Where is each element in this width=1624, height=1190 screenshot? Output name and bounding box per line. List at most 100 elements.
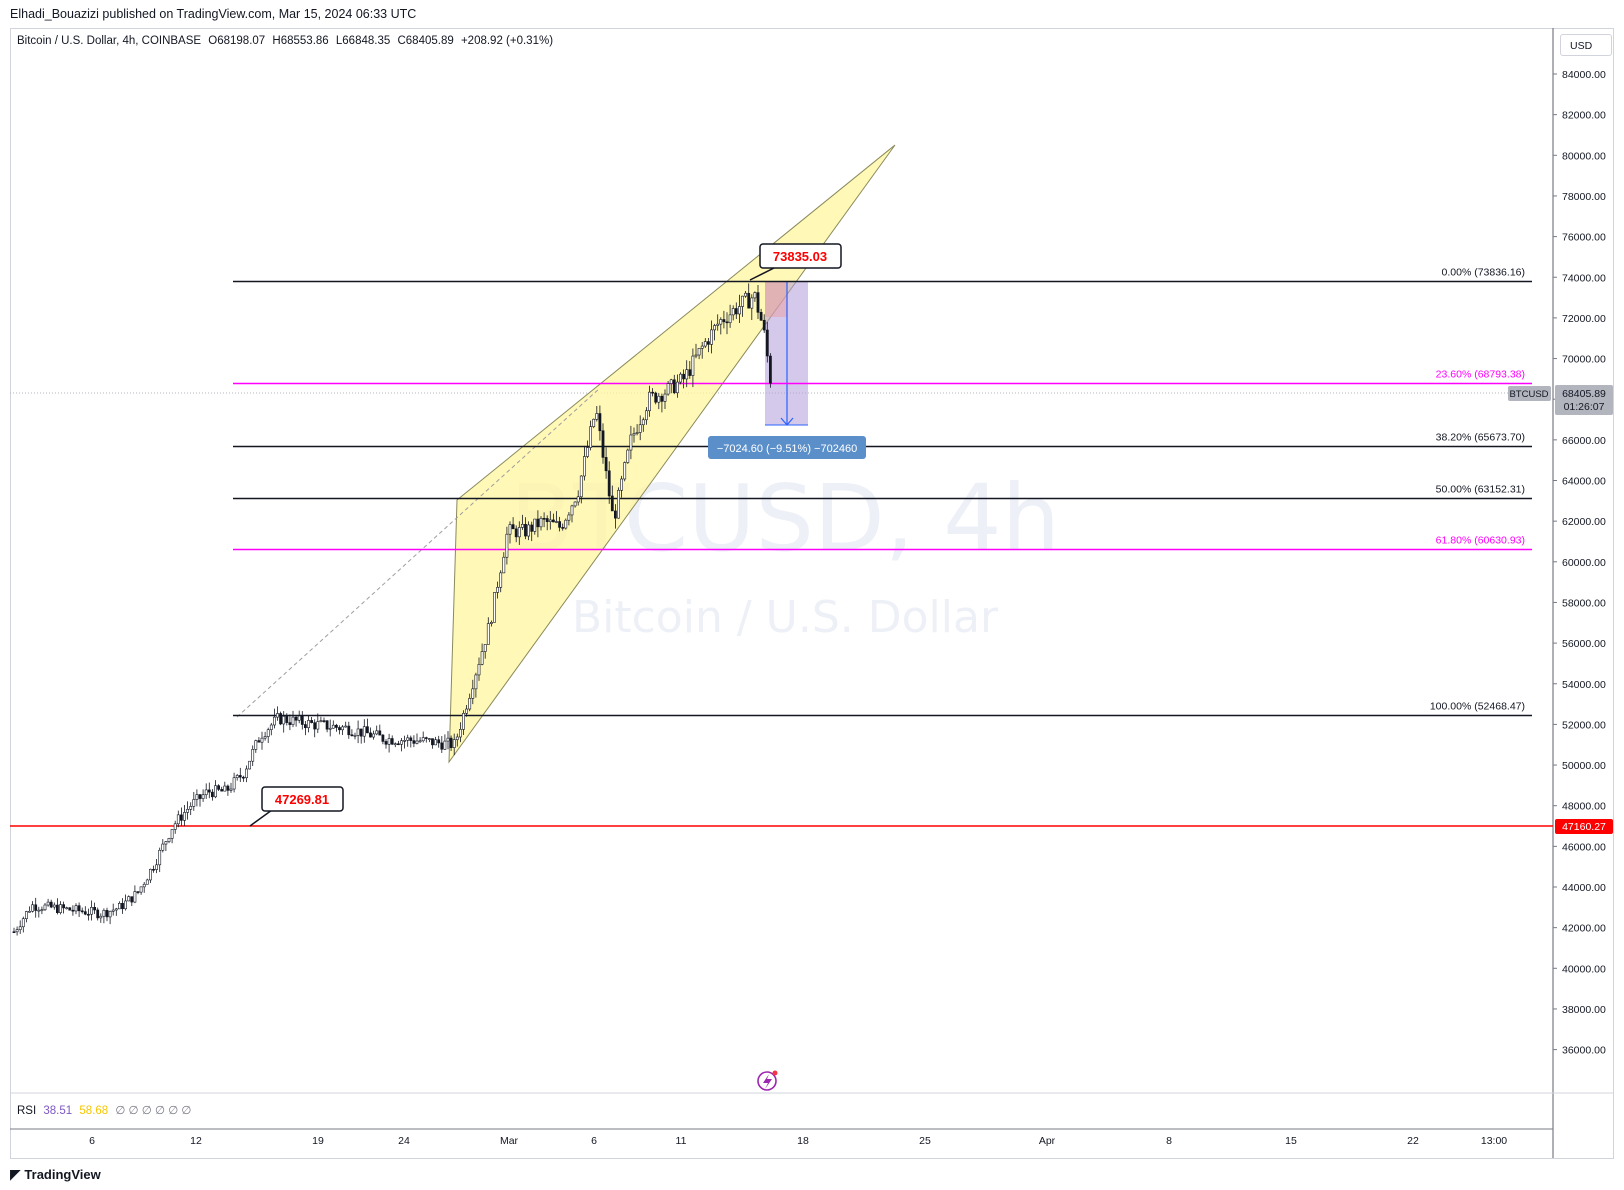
candle-body (365, 726, 369, 734)
candle-body (455, 736, 459, 740)
candle-body (334, 724, 338, 728)
candle-body (111, 909, 115, 912)
candle-body (555, 521, 558, 523)
candle-body (412, 740, 416, 744)
candle-body (620, 478, 624, 491)
candle-body (517, 527, 521, 538)
candle-body (102, 910, 106, 917)
candle-body (431, 738, 434, 746)
candle-body (697, 347, 701, 356)
candle-body (62, 904, 66, 909)
candle-body (328, 727, 332, 730)
candle-body (387, 738, 391, 745)
candle-body (651, 391, 655, 394)
price-tick-label: 74000.00 (1562, 272, 1606, 284)
candle-body (551, 519, 555, 523)
candle-body (443, 740, 447, 750)
candle-body (610, 495, 614, 512)
candle-body (477, 664, 481, 676)
candle-body (186, 808, 190, 813)
candle-body (350, 734, 354, 737)
candle-body (719, 319, 723, 325)
candle-body (489, 622, 493, 624)
legend-symbol: Bitcoin / U.S. Dollar, 4h, COINBASE (17, 35, 202, 47)
candle-body (468, 698, 472, 710)
candle-body (731, 308, 735, 316)
candle-body (71, 909, 75, 912)
last-price-value: 68405.89 (1562, 388, 1606, 400)
candle-body (164, 841, 168, 845)
candle-body (55, 904, 59, 913)
low-callout-text: 47269.81 (275, 792, 329, 807)
candle-body (567, 514, 571, 521)
candle-body (34, 904, 38, 911)
low-callout-box[interactable] (261, 786, 344, 812)
candle-body (217, 785, 221, 790)
candle-body (46, 901, 50, 906)
candle-body (579, 475, 583, 498)
rsi-legend[interactable]: RSI 38.51 58.68 ∅ ∅ ∅ ∅ ∅ ∅ (17, 1103, 191, 1117)
candle-body (434, 739, 438, 746)
candle-body (635, 432, 639, 434)
candle-body (211, 791, 214, 798)
candle-body (201, 794, 205, 799)
candle-body (105, 910, 109, 918)
candle-body (716, 323, 720, 326)
price-tick-label: 80000.00 (1562, 150, 1606, 162)
candle-body (741, 295, 744, 307)
candle-body (437, 739, 441, 744)
candle-body (663, 393, 667, 402)
fib-level-label: 23.60% (68793.38) (1436, 369, 1525, 381)
candle-body (245, 768, 248, 779)
candle-body (294, 716, 298, 721)
candle-body (325, 720, 329, 730)
candle-body (291, 716, 295, 725)
candle-body (195, 794, 199, 800)
lightning-icon[interactable] (757, 1070, 778, 1091)
symbol-legend[interactable]: Bitcoin / U.S. Dollar, 4h, COINBASE O681… (17, 35, 557, 47)
support-level-value: 47160.27 (1562, 821, 1606, 833)
last-price-tag (1555, 385, 1613, 415)
candle-body (592, 418, 596, 427)
price-tick-label: 44000.00 (1562, 882, 1606, 894)
candle-body (235, 775, 239, 779)
candle-body (666, 383, 670, 395)
candle-body (654, 392, 658, 403)
candle-body (502, 556, 506, 574)
candle-body (558, 521, 562, 528)
price-tick-label: 40000.00 (1562, 963, 1606, 975)
candle-body (403, 740, 407, 742)
candle-body (68, 907, 72, 911)
time-tick-label: 15 (1285, 1135, 1297, 1147)
candle-body (586, 447, 589, 457)
candle-body (765, 329, 769, 357)
candle-body (152, 868, 155, 871)
price-tick-label: 76000.00 (1562, 232, 1606, 244)
candle-body (539, 518, 543, 528)
legend-high: H68553.86 (272, 35, 329, 47)
fibonacci-retracement[interactable]: 0.00% (73836.16) 23.60% (68793.38) 38.20% … (233, 267, 1532, 717)
candle-body (527, 524, 531, 537)
candle-body (390, 738, 394, 745)
candle-body (93, 907, 97, 911)
candle-body (511, 524, 515, 530)
candle-body (514, 528, 518, 538)
tradingview-logo[interactable]: ◤ TradingView (10, 1166, 101, 1183)
currency-button[interactable]: USD (1560, 34, 1612, 56)
candle-body (623, 462, 627, 480)
candle-body (496, 587, 500, 593)
candle-body (232, 777, 236, 790)
time-tick-label: 19 (312, 1135, 324, 1147)
candle-body (644, 410, 648, 421)
price-tick-label: 58000.00 (1562, 597, 1606, 609)
candle-body (124, 900, 128, 910)
price-range-box-top (765, 282, 787, 317)
price-tick-label: 82000.00 (1562, 110, 1606, 122)
price-axis[interactable]: 84000.00 82000.00 80000.00 78000.00 76000.00… (1553, 69, 1606, 1057)
candle-body (688, 369, 692, 376)
high-callout-box[interactable] (759, 243, 842, 269)
candle-body (561, 527, 565, 529)
candle-body (421, 737, 425, 742)
time-axis[interactable]: 6 12 19 24 Mar 6 11 18 25 Apr 8 15 22 13:00 (89, 1135, 1507, 1147)
